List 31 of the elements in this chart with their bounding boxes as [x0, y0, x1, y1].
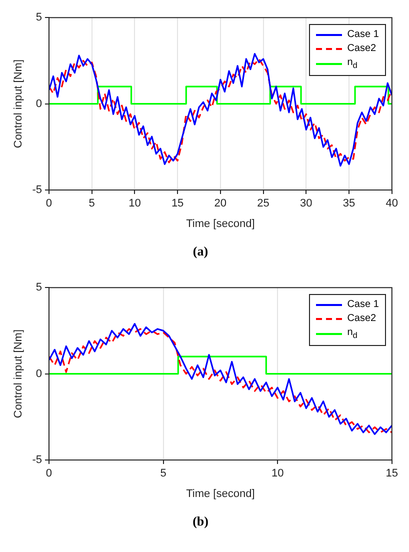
x-tick-label: 15 — [171, 198, 184, 210]
x-tick-label: 0 — [46, 468, 52, 480]
x-axis-title: Time [second] — [186, 488, 255, 500]
x-tick-label: 20 — [214, 198, 227, 210]
y-axis-title: Control input [Nm] — [12, 329, 25, 418]
y-tick-label: -5 — [32, 184, 42, 196]
legend-label: n$_{d}$ — [347, 56, 358, 72]
legend-label: Case 1 — [347, 298, 379, 312]
x-tick-label: 10 — [271, 468, 284, 480]
y-tick-label: 0 — [36, 98, 42, 110]
legend-label: Case2 — [347, 312, 376, 326]
legend-label: Case2 — [347, 42, 376, 56]
y-axis-title: Control input [Nm] — [12, 59, 25, 148]
x-tick-label: 35 — [342, 198, 356, 210]
x-tick-label: 30 — [300, 198, 312, 210]
y-tick-label: 0 — [36, 368, 42, 380]
x-tick-label: 0 — [46, 198, 52, 210]
x-tick-label: 25 — [257, 198, 270, 210]
x-tick-label: 10 — [128, 198, 141, 210]
legend-label: Case 1 — [347, 28, 379, 42]
x-tick-label: 5 — [88, 198, 95, 210]
x-tick-label: 15 — [386, 468, 398, 480]
y-tick-label: 5 — [36, 282, 42, 294]
x-axis-title: Time [second] — [186, 218, 255, 230]
y-tick-label: -5 — [32, 454, 42, 466]
y-tick-label: 5 — [36, 12, 42, 24]
legend-label: n$_{d}$ — [347, 326, 358, 342]
text: (b) — [192, 514, 208, 529]
x-tick-label: 5 — [160, 468, 166, 480]
text: (a) — [192, 244, 208, 259]
x-tick-label: 40 — [386, 198, 398, 210]
